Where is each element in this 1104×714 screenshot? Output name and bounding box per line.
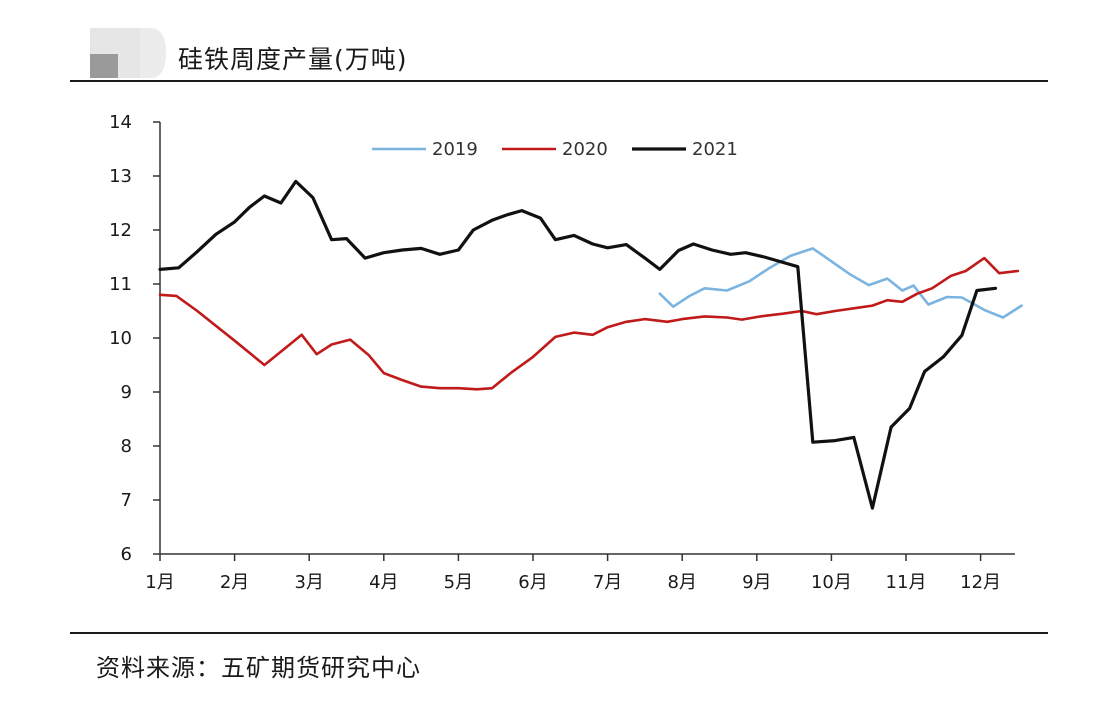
x-tick-label: 10月 [811,572,852,593]
legend-label-2019: 2019 [432,139,478,160]
x-tick-label: 5月 [444,572,473,593]
x-tick-label: 2月 [220,572,249,593]
y-tick-label: 13 [109,166,132,187]
x-axis: 1月 2月 3月 4月 5月 6月 7月 8月 9月 10月 11月 12月 [145,553,1015,593]
y-tick-label: 10 [109,328,132,349]
y-tick-label: 14 [109,112,132,133]
x-tick-label: 7月 [593,572,622,593]
x-tick-label: 6月 [518,572,547,593]
source-note: 资料来源：五矿期货研究中心 [96,654,421,682]
x-tick-label: 1月 [145,572,174,593]
y-tick-label: 11 [109,274,132,295]
x-tick-label: 11月 [886,572,927,593]
x-tick-label: 3月 [294,572,323,593]
series-lines [158,179,1023,510]
x-tick-label: 12月 [960,572,1001,593]
report-logo [90,28,166,78]
y-axis: 6 7 8 9 10 11 12 13 14 [109,112,161,565]
y-tick-label: 9 [121,382,132,403]
legend-label-2020: 2020 [562,139,608,160]
series-line-2019 [658,247,1023,319]
y-tick-label: 7 [121,490,132,511]
y-tick-label: 8 [121,436,132,457]
y-tick-label: 6 [121,544,132,565]
x-tick-label: 4月 [369,572,398,593]
legend-label-2021: 2021 [692,139,738,160]
x-tick-label: 9月 [742,572,771,593]
x-tick-label: 8月 [667,572,696,593]
header-divider [70,80,1048,82]
footer-divider [70,632,1048,634]
legend: 2019 2020 2021 [372,139,738,160]
chart-title: 硅铁周度产量(万吨) [178,45,408,74]
series-line-2021 [158,179,998,510]
series-line-2020 [158,256,1020,391]
y-tick-label: 12 [109,220,132,241]
